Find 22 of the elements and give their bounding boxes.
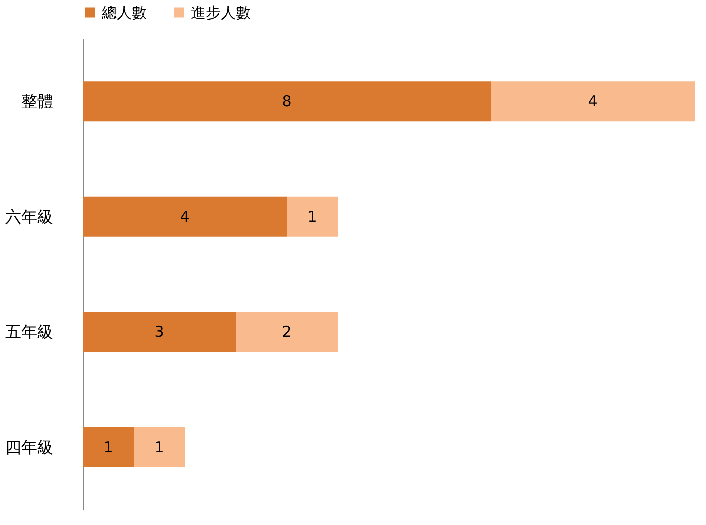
data-label: 3 <box>154 323 164 342</box>
data-label: 8 <box>282 92 292 111</box>
bar <box>83 312 236 352</box>
bar <box>287 196 338 237</box>
y-tick-label: 整體 <box>22 92 54 112</box>
bar <box>83 196 287 237</box>
bar <box>134 427 185 468</box>
data-label: 1 <box>154 438 164 456</box>
y-tick-label: 六年級 <box>6 207 54 226</box>
legend-label: 進步人數 <box>191 4 251 22</box>
bar <box>491 82 695 122</box>
data-label: 4 <box>180 208 190 226</box>
y-tick-label: 五年級 <box>6 322 54 342</box>
legend-label: 總人數 <box>101 4 147 22</box>
data-label: 2 <box>282 323 292 342</box>
bar <box>236 312 338 352</box>
data-label: 1 <box>308 208 318 226</box>
data-label: 4 <box>588 92 598 111</box>
y-tick-label: 四年級 <box>6 438 54 457</box>
bar <box>83 82 491 122</box>
bar <box>83 427 134 468</box>
data-label: 1 <box>104 438 114 456</box>
